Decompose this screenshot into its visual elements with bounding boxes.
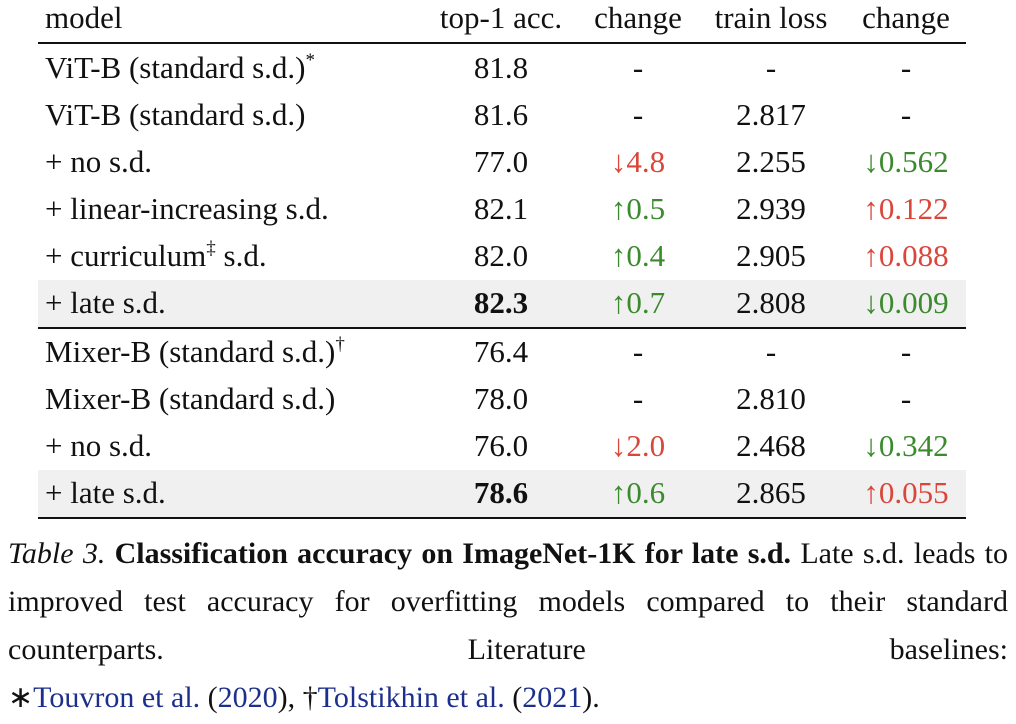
table-cell: ↑0.055 [863, 469, 948, 516]
cell-text: ↓4.8 [610, 144, 666, 179]
cell-text: 82.3 [473, 285, 529, 320]
footnote-mark: ‡ [206, 238, 216, 259]
table-cell: ↑0.122 [863, 185, 948, 232]
header-cell: change [594, 0, 682, 35]
table-cell: ↑0.6 [611, 469, 665, 516]
citation-link[interactable]: Touvron et al. [33, 681, 201, 714]
table-cell: 81.6 [473, 97, 529, 132]
cell-text: ↓2.0 [610, 428, 666, 463]
cell-text: ↑0.088 [863, 238, 949, 273]
table-cell: ↑0.4 [611, 232, 665, 279]
table-cell: 78.0 [473, 381, 529, 416]
cell-text: 78.6 [473, 475, 529, 510]
table-cell: 2.939 [736, 191, 806, 226]
table-cell: 2.255 [736, 144, 806, 179]
table-cell: - [632, 334, 644, 369]
table-cell: ViT-B (standard s.d.) [45, 97, 306, 132]
cell-text: ↑0.5 [610, 191, 666, 226]
caption-title: Classification accuracy on ImageNet-1K f… [114, 537, 792, 570]
table-cell: 82.3 [474, 279, 528, 326]
table-rule [38, 42, 966, 44]
table-cell: + late s.d. [45, 285, 166, 320]
cell-text: + curriculum [45, 238, 207, 273]
citation-text: ∗ [8, 681, 34, 714]
cell-text: Mixer-B (standard s.d.) [45, 334, 336, 369]
table-cell: ↑0.7 [611, 279, 665, 326]
cell-text: ↓0.342 [863, 428, 949, 463]
table-cell: ↓0.562 [863, 138, 948, 185]
caption-body: Late s.d. leads to improved test accurac… [8, 537, 1008, 666]
table-cell: + linear-increasing s.d. [45, 191, 329, 226]
citation-link[interactable]: Tolstikhin et al. [317, 681, 505, 714]
table-cell: 2.468 [736, 428, 806, 463]
table-cell: ↓0.342 [863, 422, 948, 469]
table-cell: - [900, 381, 912, 416]
table-cell: ↑0.5 [611, 185, 665, 232]
table-cell: - [632, 50, 644, 85]
citation-link[interactable]: 2021 [522, 681, 583, 714]
header-cell: change [862, 0, 950, 35]
citation-text: ). [582, 681, 600, 714]
table-cell: ViT-B (standard s.d.)* [45, 44, 315, 91]
table-cell: 2.865 [736, 475, 806, 510]
table-cell: + no s.d. [45, 428, 153, 463]
table-cell: + late s.d. [45, 475, 166, 510]
header-cell: train loss [714, 0, 828, 35]
table-cell: - [632, 97, 644, 132]
table-cell: - [632, 381, 644, 416]
table-cell: - [900, 50, 912, 85]
table-cell: ↓2.0 [611, 422, 665, 469]
citation-text: ), † [277, 681, 318, 714]
table-cell: - [900, 334, 912, 369]
table-cell: 2.817 [736, 97, 806, 132]
cell-text: s.d. [215, 238, 267, 273]
citation-text: ( [200, 681, 218, 714]
footnote-mark: * [305, 50, 315, 71]
table-cell: ↓0.009 [863, 279, 948, 326]
table-rule [38, 327, 966, 329]
table-cell: + curriculum‡ s.d. [45, 232, 267, 279]
table-cell: Mixer-B (standard s.d.) [45, 381, 336, 416]
table-cell: Mixer-B (standard s.d.)† [45, 328, 345, 375]
citation-text: ( [504, 681, 523, 714]
table-cell: 82.0 [473, 238, 529, 273]
cell-text: ↑0.4 [610, 238, 666, 273]
table-cell: 76.0 [473, 428, 529, 463]
table-cell: 78.6 [474, 469, 528, 516]
table-cell: + no s.d. [45, 144, 153, 179]
cell-text: ↑0.055 [863, 475, 949, 510]
cell-text: ↓0.009 [863, 285, 949, 320]
table-cell: ↑0.088 [863, 232, 948, 279]
cell-text: ↑0.6 [610, 475, 666, 510]
caption-label: Table 3. [8, 537, 106, 570]
caption: Table 3. Classification accuracy on Imag… [8, 530, 1008, 722]
header-cell: top-1 acc. [439, 0, 563, 35]
table-cell: - [900, 97, 912, 132]
table-rule [38, 517, 966, 519]
cell-text: ↓0.562 [863, 144, 949, 179]
caption-refs: ∗Touvron et al. (2020), †Tolstikhin et a… [8, 681, 600, 714]
cell-text: ↑0.7 [610, 285, 666, 320]
cell-text: ViT-B (standard s.d.) [45, 50, 306, 85]
cell-text: ↑0.122 [863, 191, 949, 226]
header-cell: model [45, 0, 123, 35]
table-cell: 77.0 [473, 144, 529, 179]
table-cell: 2.810 [736, 381, 806, 416]
table-cell: 81.8 [473, 50, 529, 85]
table-cell: - [765, 50, 777, 85]
table-cell: ↓4.8 [611, 138, 665, 185]
table-cell: 2.905 [736, 238, 806, 273]
table-cell: - [765, 334, 777, 369]
citation-link[interactable]: 2020 [217, 681, 278, 714]
footnote-mark: † [335, 334, 345, 355]
table-cell: 2.808 [736, 285, 806, 320]
row-highlight [38, 280, 966, 327]
row-highlight [38, 470, 966, 517]
table-cell: 76.4 [473, 334, 529, 369]
table-cell: 82.1 [473, 191, 529, 226]
